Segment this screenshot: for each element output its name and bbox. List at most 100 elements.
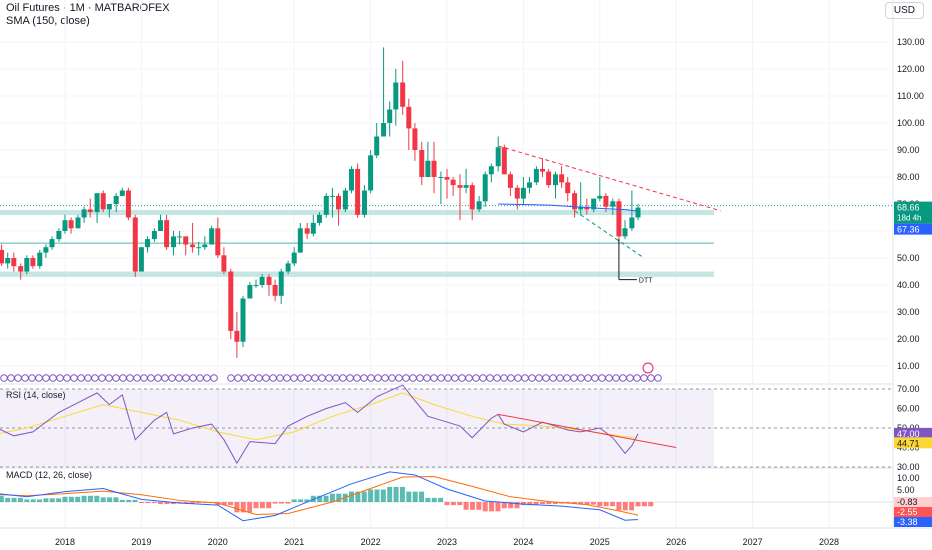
candle xyxy=(190,222,196,253)
candle-body xyxy=(94,193,100,213)
macd-histogram-bar xyxy=(374,489,380,502)
macd-histogram-bar xyxy=(75,496,81,502)
macd-histogram-bar xyxy=(501,502,507,509)
candle xyxy=(400,60,406,115)
candle xyxy=(488,163,494,183)
event-icon xyxy=(500,374,508,382)
candle-body xyxy=(450,179,456,186)
candle xyxy=(278,268,284,304)
macd-histogram-bar xyxy=(107,497,113,502)
event-icon xyxy=(332,374,340,382)
candle-body xyxy=(145,239,151,248)
macd-histogram-bar xyxy=(476,502,482,510)
event-icon xyxy=(444,374,452,382)
last-price-badge xyxy=(894,201,932,224)
event-icon xyxy=(49,374,57,382)
candle xyxy=(578,182,584,215)
macd-histogram-bar xyxy=(533,502,539,506)
candle xyxy=(431,141,437,194)
candle-body xyxy=(584,206,590,210)
event-icon xyxy=(147,374,155,382)
event-icon xyxy=(367,374,375,382)
candle xyxy=(285,260,291,275)
event-icon xyxy=(423,374,431,382)
candle xyxy=(482,171,488,207)
event-icon xyxy=(528,374,536,382)
event-icon xyxy=(70,374,78,382)
event-icon xyxy=(248,374,256,382)
event-icon xyxy=(605,374,613,382)
candle-body xyxy=(488,166,494,175)
candle-body xyxy=(540,168,545,172)
x-tick-label: 2028 xyxy=(819,537,839,547)
candle-body xyxy=(234,330,240,342)
candle xyxy=(272,279,278,302)
macd-histogram-bar xyxy=(234,502,240,513)
event-icon xyxy=(161,374,169,382)
candle-body xyxy=(75,217,81,229)
candle xyxy=(158,214,163,231)
candle xyxy=(457,174,463,221)
macd-histogram-bar xyxy=(578,502,584,505)
macd-histogram-bar xyxy=(259,502,265,509)
macd-histogram-bar xyxy=(285,502,291,504)
candle-body xyxy=(151,231,157,240)
macd-badge xyxy=(894,497,932,507)
candle-body xyxy=(438,177,444,178)
candle xyxy=(616,198,622,245)
macd-histogram-bar xyxy=(438,497,444,502)
event-icon xyxy=(175,374,183,382)
currency-button[interactable]: USD xyxy=(884,2,924,19)
candle xyxy=(419,141,425,186)
candle-body xyxy=(177,236,183,238)
macd-histogram-bar xyxy=(291,499,297,502)
macd-value: -2.55 xyxy=(897,507,918,517)
candle-body xyxy=(0,249,5,264)
candle xyxy=(151,228,157,242)
candle-body xyxy=(196,247,202,249)
candle xyxy=(635,204,641,221)
rsi-ma-badge xyxy=(894,437,932,449)
macd-histogram-bar xyxy=(30,499,36,502)
candle-body xyxy=(616,201,622,237)
candle-body xyxy=(106,204,112,210)
macd-histogram-bar xyxy=(540,502,545,505)
macd-histogram-bar xyxy=(119,499,125,502)
event-icon xyxy=(77,374,85,382)
macd-histogram-bar xyxy=(552,502,558,505)
candle-body xyxy=(629,217,635,229)
macd-histogram-bar xyxy=(221,502,227,506)
candle xyxy=(49,236,55,250)
macd-badge xyxy=(894,507,932,517)
price-tick-label: 130.00 xyxy=(897,37,925,47)
macd-histogram-bar xyxy=(240,502,246,513)
macd-histogram-bar xyxy=(37,499,43,502)
candle xyxy=(495,136,501,172)
candle xyxy=(18,263,24,280)
candle-body xyxy=(393,82,399,110)
macd-histogram-bar xyxy=(317,495,323,502)
macd-histogram-bar xyxy=(412,491,418,502)
event-icon xyxy=(262,374,270,382)
macd-histogram-bar xyxy=(151,502,157,504)
macd-histogram-bar xyxy=(24,499,30,502)
candle-body xyxy=(24,258,30,272)
macd-histogram-bar xyxy=(304,499,310,502)
macd-histogram-bar xyxy=(94,495,100,502)
macd-histogram-bar xyxy=(368,489,374,502)
event-icon xyxy=(269,374,277,382)
event-icon xyxy=(521,374,529,382)
macd-histogram-bar xyxy=(508,502,514,509)
candle xyxy=(450,177,456,196)
event-icon xyxy=(318,374,326,382)
event-icon xyxy=(339,374,347,382)
macd-histogram-bar xyxy=(520,502,526,506)
candle xyxy=(597,177,603,202)
candle-body xyxy=(368,155,374,191)
x-tick-label: 2022 xyxy=(361,537,381,547)
event-icon xyxy=(346,374,354,382)
candle-body xyxy=(316,214,322,223)
event-icon xyxy=(283,374,291,382)
price-tick-label: 30.00 xyxy=(897,307,920,317)
